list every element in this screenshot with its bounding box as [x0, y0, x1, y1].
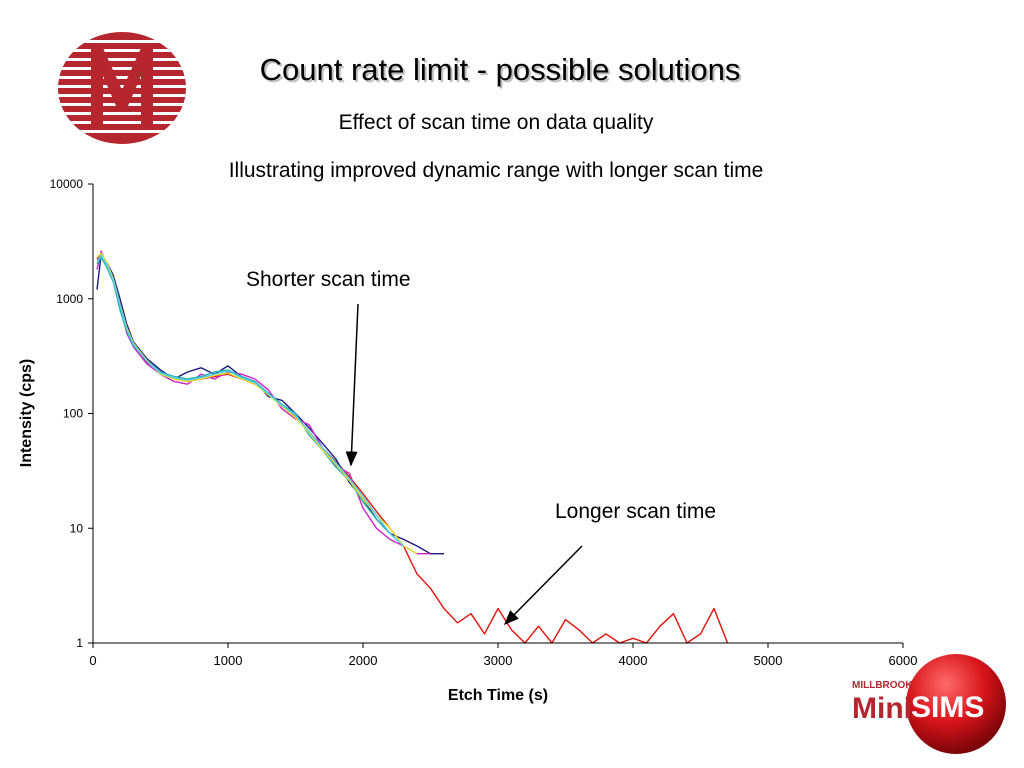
series-line-0: [96, 252, 729, 644]
series-line-2: [96, 250, 431, 555]
annotation-arrow-longer: [503, 545, 583, 626]
annotation-longer-scan: Longer scan time: [555, 500, 716, 523]
y-tick-label: 1000: [56, 292, 83, 306]
minisims-logo-icon: MILLBROOK Mini SIMS: [852, 654, 1006, 754]
y-tick-label: 100: [63, 407, 83, 421]
series-line-1: [96, 254, 444, 555]
x-axis-label: Etch Time (s): [448, 687, 548, 704]
slide-subtitle: Effect of scan time on data quality: [338, 111, 654, 134]
series-line-3: [96, 256, 418, 555]
x-tick-label: 0: [89, 653, 96, 668]
brand-sims: SIMS: [911, 691, 984, 724]
x-tick-label: 3000: [484, 653, 513, 668]
x-tick-label: 2000: [349, 653, 378, 668]
company-logo-icon: [58, 32, 186, 144]
x-tick-label: 6000: [889, 653, 918, 668]
y-tick-label: 10: [70, 521, 84, 535]
annotation-arrow-shorter: [345, 303, 359, 467]
y-axis-label: Intensity (cps): [18, 359, 35, 467]
y-tick-label: 1: [76, 636, 83, 650]
y-tick-label: 10000: [50, 177, 84, 191]
x-tick-label: 4000: [619, 653, 648, 668]
brand-mini: Mini: [852, 692, 912, 725]
x-tick-label: 5000: [754, 653, 783, 668]
annotation-shorter-scan: Shorter scan time: [246, 268, 411, 291]
brand-millbrook: MILLBROOK: [852, 680, 913, 691]
x-tick-label: 1000: [214, 653, 243, 668]
slide-title: Count rate limit - possible solutions: [259, 52, 741, 87]
chart-title: Illustrating improved dynamic range with…: [228, 159, 764, 182]
series-line-5: [96, 254, 404, 547]
